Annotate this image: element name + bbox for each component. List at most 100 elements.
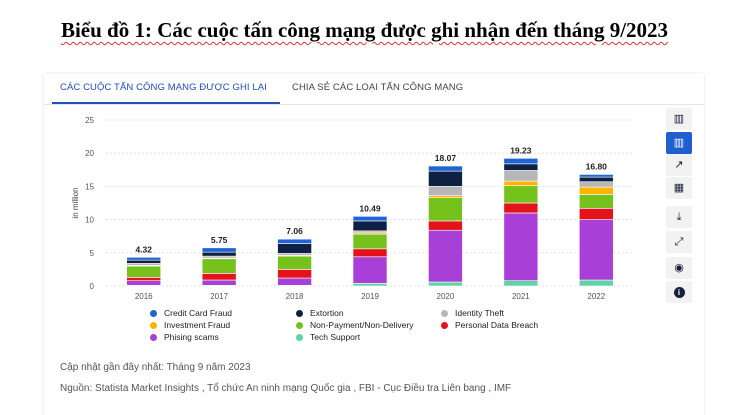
legend-label: Credit Card Fraud [164,308,233,318]
bar-segment [503,158,539,165]
bar-segment [126,280,162,286]
legend-color-dot [150,334,157,341]
y-tick-label: 20 [85,149,94,158]
bar-segment [201,247,237,253]
x-tick-label: 2016 [135,292,153,301]
x-tick-label: 2021 [512,292,530,301]
total-label: 4.32 [135,244,152,254]
legend-color-dot [296,310,303,317]
bar-segment [201,273,237,281]
bar-segment [428,281,463,287]
total-label: 5.75 [211,235,228,245]
bar-segment [428,229,463,283]
bar-chart-icon[interactable]: ▥ [666,108,692,130]
legend-item[interactable]: Investment Fraud [150,320,230,330]
legend-label: Non-Payment/Non-Delivery [310,320,414,330]
legend-item[interactable]: Non-Payment/Non-Delivery [296,320,413,330]
y-tick-label: 5 [90,249,95,258]
bar-segment [352,248,388,258]
bar-segment [201,279,237,286]
tab-recorded-attacks[interactable]: CÁC CUỘC TẤN CÔNG MẠNG ĐƯỢC GHI LẠI [60,82,267,93]
bar-segment [503,212,539,281]
legend-label: Personal Data Breach [455,320,539,330]
bar-segment [277,243,312,254]
legend-color-dot [296,322,303,329]
bar-segment [428,186,463,196]
stacked-bar-icon[interactable]: ▥ [666,132,692,154]
y-tick-label: 15 [85,182,94,191]
bar-segment [126,257,162,261]
legend-item[interactable]: Identity Theft [441,308,504,318]
trend-line-icon[interactable]: ↗ [666,154,692,176]
bar-segment [428,170,463,187]
legend-label: Phising scams [164,332,219,342]
bar-segment [277,277,312,286]
y-tick-label: 25 [85,116,94,125]
tab-attack-type-share[interactable]: CHIA SẺ CÁC LOẠI TẤN CÔNG MẠNG [292,82,464,93]
bar-segment [578,279,614,287]
bar-segment [503,185,539,204]
active-tab-indicator [52,102,280,104]
bar-segment [578,186,614,195]
legend-label: Tech Support [310,332,361,342]
legend-color-dot [441,310,448,317]
x-tick-label: 2020 [437,292,455,301]
bar-segment [352,216,388,222]
document-title: Biểu đồ 1: Các cuộc tấn công mạng được g… [60,18,669,42]
bar-segment [428,197,463,222]
bar-segment [277,238,312,244]
bar-segment [126,277,162,281]
hide-icon[interactable]: ◉ [666,257,692,279]
fullscreen-icon[interactable]: ⤢ [666,231,692,253]
total-label: 19.23 [510,145,532,155]
y-tick-label: 0 [90,282,95,291]
legend-item[interactable]: Personal Data Breach [441,320,538,330]
bar-segment [578,194,614,209]
chart-card: CÁC CUỘC TẤN CÔNG MẠNG ĐƯỢC GHI LẠI CHIA… [44,74,704,415]
bar-segment [126,265,162,278]
download-icon[interactable]: ⤓ [666,206,692,228]
total-label: 10.49 [359,203,381,213]
total-label: 7.06 [286,226,303,236]
info-circle: i [673,287,685,298]
bar-segment [428,220,463,231]
total-label: 16.80 [586,161,608,171]
bar-segment [578,174,614,178]
bar-segment [578,181,614,188]
bar-segment [201,251,237,257]
bar-segment [352,220,388,232]
source-note: Nguồn: Statista Market Insights , Tổ chứ… [60,383,512,394]
table-icon[interactable]: ▦ [666,177,692,199]
legend-color-dot [441,322,448,329]
legend-color-dot [150,310,157,317]
tab-divider [44,104,704,105]
y-tick-label: 10 [85,216,94,225]
bar-segment [503,280,539,287]
bar-segment [352,283,388,287]
bar-segment [277,269,312,279]
legend-item[interactable]: Tech Support [296,332,360,342]
total-label: 18.07 [435,153,457,163]
info-icon[interactable]: i [666,281,692,303]
bar-segment [578,208,614,220]
stacked-bar-chart: 0 5 10 15 20 25 in million 4.32 2016 5.75 2017 7.06… [71,116,634,301]
x-tick-label: 2022 [587,292,605,301]
bar-segment [201,258,237,274]
legend-color-dot [150,322,157,329]
bar-segment [503,180,539,187]
legend-color-dot [296,334,303,341]
legend-item[interactable]: Phising scams [150,332,219,342]
x-tick-label: 2018 [286,292,304,301]
bar-segment [277,255,312,270]
legend-label: Investment Fraud [164,320,231,330]
bar-segment [503,202,539,214]
legend-label: Extortion [310,308,344,318]
bar-segment [352,233,388,250]
bar-segment [352,256,388,284]
legend-item[interactable]: Credit Card Fraud [150,308,232,318]
bar-segment [578,176,614,183]
legend-item[interactable]: Extortion [296,308,344,318]
bar-segment [578,219,614,281]
bar-segment [503,170,539,182]
chart-legend: Credit Card Fraud Extortion Identity Theft… [150,308,630,348]
